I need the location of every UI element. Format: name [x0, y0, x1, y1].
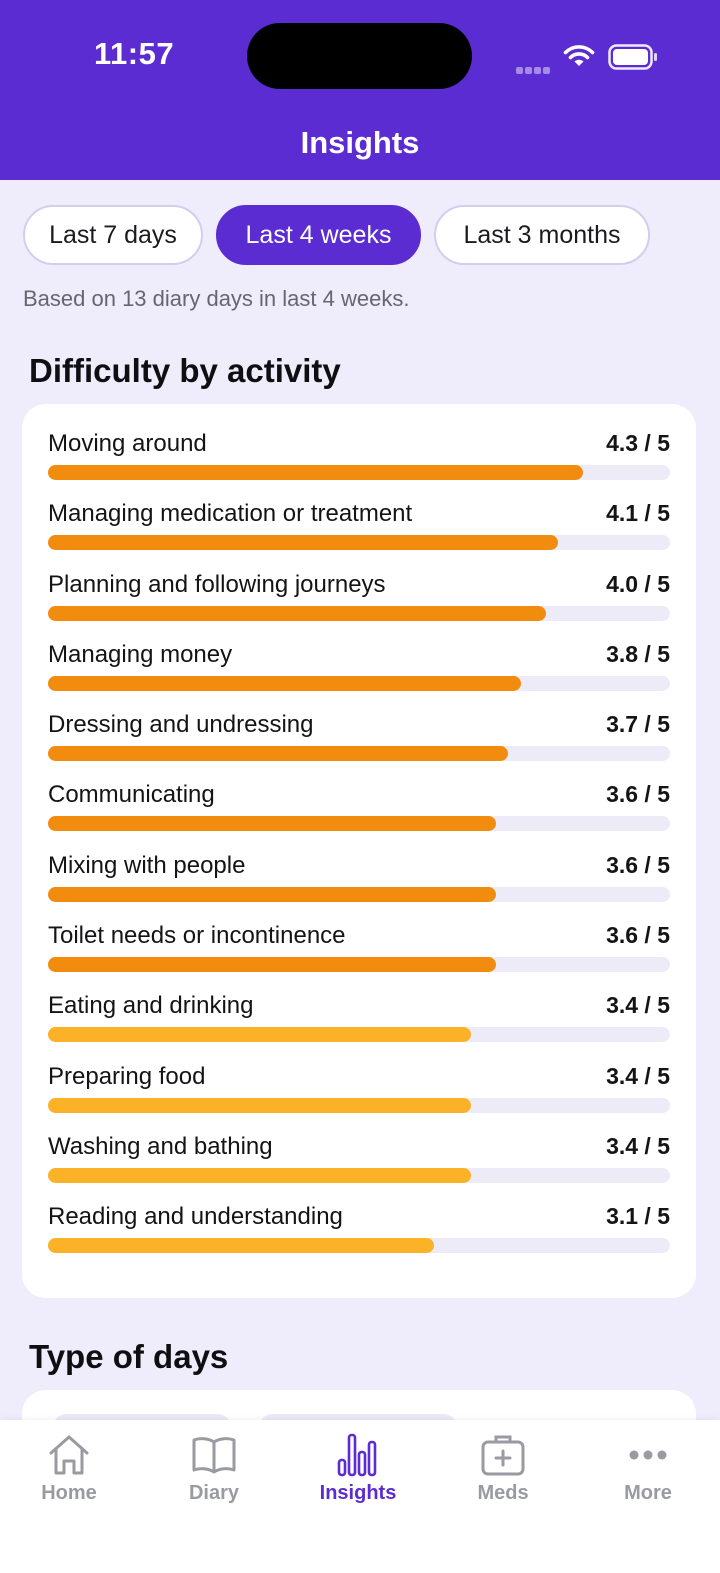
page-title: Insights: [300, 125, 420, 160]
activity-score: 3.6 / 5: [606, 851, 670, 878]
activity-row: Managing medication or treatment 4.1 / 5: [48, 500, 670, 570]
app-header: 11:57 Insights: [0, 0, 720, 180]
range-last-4-weeks[interactable]: Last 4 weeks: [216, 205, 421, 265]
score-bar-track: [48, 675, 670, 691]
signal-icon: [516, 61, 552, 79]
tab-label: Home: [41, 1482, 97, 1504]
activity-score: 4.0 / 5: [606, 570, 670, 597]
score-bar-track: [48, 886, 670, 902]
activity-row: Washing and bathing 3.4 / 5: [48, 1133, 670, 1203]
score-bar-fill: [48, 605, 546, 621]
bar-chart-icon: [337, 1433, 377, 1477]
activity-score: 3.4 / 5: [606, 992, 670, 1019]
score-bar-fill: [48, 1167, 471, 1183]
score-bar-fill: [48, 957, 496, 973]
book-icon: [192, 1437, 236, 1474]
score-bar-fill: [48, 1238, 434, 1254]
activity-row: Toilet needs or incontinence 3.6 / 5: [48, 922, 670, 992]
score-bar-track: [48, 957, 670, 973]
range-last-7-days[interactable]: Last 7 days: [23, 205, 203, 265]
activity-row: Eating and drinking 3.4 / 5: [48, 992, 670, 1062]
difficulty-section-title: Difficulty by activity: [29, 352, 341, 389]
activity-row: Dressing and undressing 3.7 / 5: [48, 711, 670, 781]
activity-row: Mixing with people 3.6 / 5: [48, 852, 670, 922]
activity-label: Washing and bathing: [48, 1132, 273, 1160]
tab-label: Meds: [477, 1482, 529, 1504]
score-bar-fill: [48, 465, 583, 480]
tab-home[interactable]: Home: [4, 1432, 134, 1505]
activity-label: Toilet needs or incontinence: [48, 922, 346, 950]
score-bar-fill: [48, 816, 496, 832]
activity-label: Dressing and undressing: [48, 711, 314, 739]
score-bar-track: [48, 605, 670, 621]
activity-label: Managing money: [48, 640, 233, 668]
score-bar-track: [48, 816, 670, 832]
activity-score: 4.1 / 5: [606, 500, 670, 527]
score-bar-track: [48, 1238, 670, 1254]
activity-row: Moving around 4.3 / 5: [48, 430, 670, 500]
activity-row: Reading and understanding 3.1 / 5: [48, 1203, 670, 1273]
activity-score: 3.6 / 5: [606, 922, 670, 949]
activity-score: 3.4 / 5: [606, 1132, 670, 1159]
activity-label: Mixing with people: [48, 851, 246, 879]
score-bar-track: [48, 535, 670, 551]
activity-score: 3.7 / 5: [606, 711, 670, 738]
score-bar-fill: [48, 746, 509, 762]
tab-label: Diary: [188, 1482, 240, 1504]
score-bar-track: [48, 1167, 670, 1183]
tab-more[interactable]: More: [583, 1432, 713, 1505]
tab-insights[interactable]: Insights: [293, 1432, 423, 1505]
tab-bar: Home Diary Insights Meds More: [0, 1420, 720, 1573]
activity-score: 3.6 / 5: [606, 781, 670, 808]
score-bar-track: [48, 1027, 670, 1043]
tab-label: Insights: [319, 1482, 397, 1504]
score-bar-track: [48, 746, 670, 762]
activity-row: Managing money 3.8 / 5: [48, 641, 670, 711]
more-dots-icon: [629, 1450, 667, 1460]
score-bar-fill: [48, 886, 496, 902]
activity-label: Moving around: [48, 430, 207, 457]
activity-label: Planning and following journeys: [48, 570, 386, 598]
wifi-icon: [563, 45, 595, 66]
score-bar-track: [48, 1097, 670, 1113]
type-of-days-title: Type of days: [29, 1338, 229, 1375]
activity-row: Communicating 3.6 / 5: [48, 781, 670, 851]
medical-kit-icon: [481, 1435, 525, 1476]
activity-label: Communicating: [48, 781, 215, 809]
range-last-3-months[interactable]: Last 3 months: [434, 205, 650, 265]
activity-score: 4.3 / 5: [606, 430, 670, 456]
activity-label: Managing medication or treatment: [48, 500, 413, 528]
activity-score: 3.1 / 5: [606, 1203, 670, 1230]
score-bar-fill: [48, 675, 521, 691]
activity-row: Preparing food 3.4 / 5: [48, 1063, 670, 1133]
score-bar-fill: [48, 1097, 471, 1113]
activity-label: Reading and understanding: [48, 1203, 343, 1231]
activity-row: Planning and following journeys 4.0 / 5: [48, 571, 670, 641]
tab-label: More: [624, 1482, 672, 1504]
difficulty-list: Moving around 4.3 / 5 Managing medication …: [48, 430, 670, 1274]
tab-diary[interactable]: Diary: [149, 1432, 279, 1505]
dynamic-island: [247, 23, 472, 89]
score-bar-fill: [48, 1027, 471, 1043]
battery-icon: [608, 44, 657, 70]
summary-text: Based on 13 diary days in last 4 weeks.: [23, 286, 410, 311]
difficulty-card: [22, 404, 696, 1298]
score-bar-track: [48, 465, 670, 480]
activity-label: Eating and drinking: [48, 992, 254, 1020]
tab-meds[interactable]: Meds: [438, 1432, 568, 1505]
score-bar-fill: [48, 535, 559, 551]
activity-label: Preparing food: [48, 1062, 206, 1090]
status-time: 11:57: [94, 36, 175, 71]
activity-score: 3.8 / 5: [606, 640, 670, 667]
status-icons: [516, 40, 666, 76]
activity-score: 3.4 / 5: [606, 1062, 670, 1089]
home-icon: [49, 1435, 89, 1475]
